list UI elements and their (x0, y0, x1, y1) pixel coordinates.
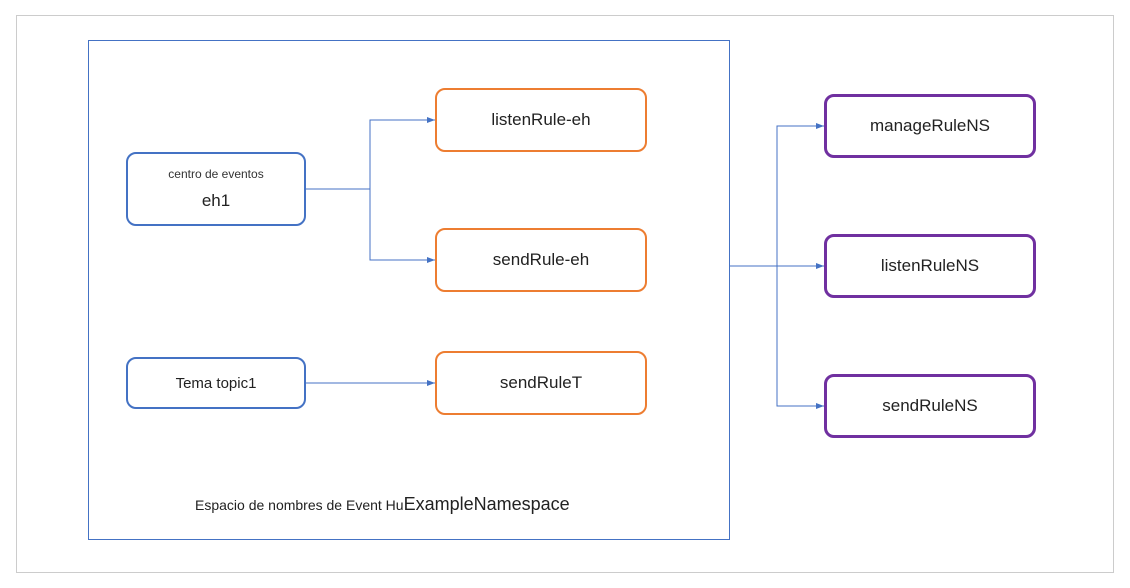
node-eh1-label: eh1 (202, 191, 230, 211)
node-eh1: centro de eventos eh1 (126, 152, 306, 226)
namespace-label-name: ExampleNamespace (404, 494, 570, 514)
node-topic1: Tema topic1 (126, 357, 306, 409)
namespace-label: Espacio de nombres de Event HuExampleNam… (195, 494, 570, 515)
node-listenrulens-label: listenRuleNS (881, 256, 979, 276)
node-sendrulens: sendRuleNS (824, 374, 1036, 438)
node-listenrule-eh: listenRule-eh (435, 88, 647, 152)
node-sendrulens-label: sendRuleNS (882, 396, 977, 416)
node-managerulens: manageRuleNS (824, 94, 1036, 158)
node-managerulens-label: manageRuleNS (870, 116, 990, 136)
node-sendrule-eh-label: sendRule-eh (493, 250, 589, 270)
node-topic1-label: Tema topic1 (176, 375, 257, 392)
node-listenrule-eh-label: listenRule-eh (491, 110, 590, 130)
namespace-label-prefix: Espacio de nombres de Event Hu (195, 497, 404, 513)
node-sendrulet-label: sendRuleT (500, 373, 582, 393)
node-eh1-subtitle: centro de eventos (168, 167, 263, 181)
node-sendrule-eh: sendRule-eh (435, 228, 647, 292)
node-sendrulet: sendRuleT (435, 351, 647, 415)
node-listenrulens: listenRuleNS (824, 234, 1036, 298)
